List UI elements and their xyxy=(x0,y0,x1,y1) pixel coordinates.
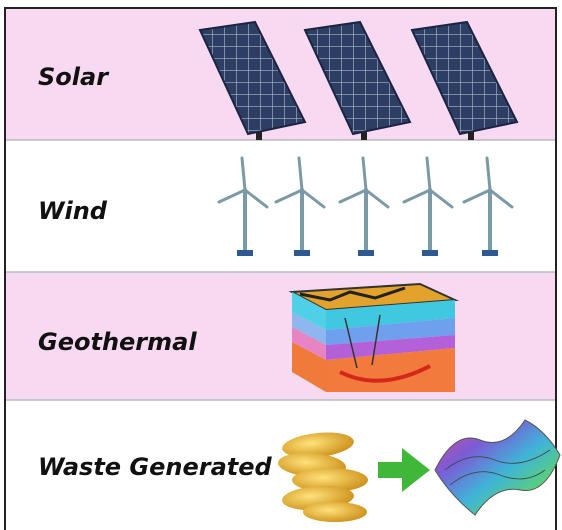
row-label: Geothermal xyxy=(38,328,197,356)
row-bg xyxy=(5,272,556,400)
row-bg xyxy=(5,140,556,272)
row-divider xyxy=(5,139,556,401)
solar-icons xyxy=(198,20,519,140)
row-label: Solar xyxy=(38,63,110,91)
waste-icons xyxy=(278,419,561,522)
geothermal-icon xyxy=(288,282,459,392)
row-label: Wind xyxy=(38,197,108,225)
table-border xyxy=(4,7,557,530)
row-label: Waste Generated xyxy=(38,453,273,481)
wind-icons xyxy=(217,156,514,256)
